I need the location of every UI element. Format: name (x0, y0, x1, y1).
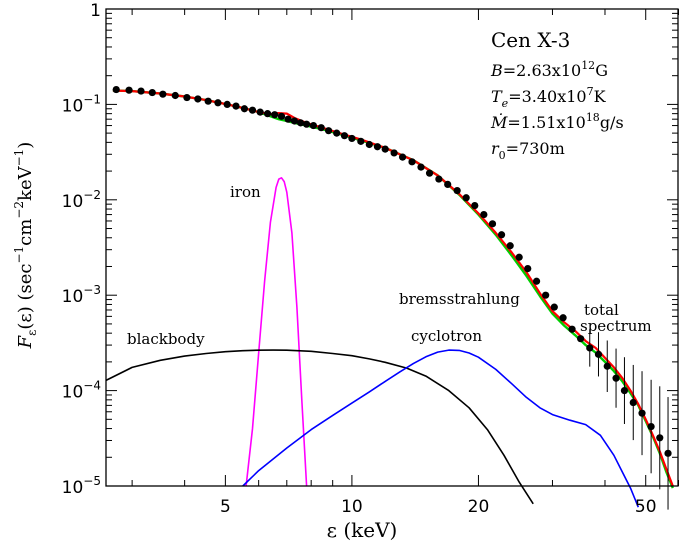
data-point (194, 95, 202, 103)
x-tick-label: 10 (341, 497, 363, 517)
y-tick-label: 10−2 (62, 188, 101, 212)
y-tick-label: 10−5 (62, 474, 101, 498)
data-point (594, 350, 603, 358)
data-point (408, 158, 416, 166)
data-point (271, 111, 279, 119)
data-point (586, 344, 594, 352)
data-point (263, 110, 272, 118)
data-point (232, 102, 240, 110)
param-te: Te=3.40x107K (491, 85, 607, 110)
data-point (183, 93, 191, 102)
y-tick-label: 1 (90, 1, 101, 21)
data-point (302, 120, 311, 128)
data-point (524, 265, 532, 273)
data-points (112, 85, 672, 510)
y-axis-label: Fε(ε) (sec−1cm−2keV−1) (12, 142, 39, 350)
data-point (559, 314, 567, 322)
data-point (453, 186, 461, 195)
data-point (357, 137, 365, 145)
y-tick-label: 10−4 (62, 379, 101, 403)
data-point (629, 398, 637, 407)
data-point (488, 220, 497, 228)
x-axis-label: ε (keV) (327, 518, 398, 542)
data-point (425, 169, 434, 177)
data-point (365, 140, 373, 149)
data-point (497, 231, 506, 239)
data-point (240, 105, 249, 113)
data-point (277, 112, 286, 120)
data-point (256, 108, 264, 116)
label-bremsstrahlung: bremsstrahlung (399, 290, 520, 308)
data-point (620, 387, 629, 395)
data-point (444, 180, 452, 189)
data-point (612, 374, 620, 382)
data-point (340, 132, 349, 140)
data-point (309, 121, 318, 130)
data-point (214, 99, 222, 107)
data-point (125, 86, 133, 94)
data-point (647, 422, 655, 431)
x-tick-label: 50 (635, 497, 657, 517)
data-point (290, 117, 299, 125)
data-point (550, 303, 558, 311)
label-iron: iron (230, 183, 261, 201)
label-cyclotron: cyclotron (411, 327, 482, 345)
data-point (638, 409, 646, 417)
data-point (471, 201, 479, 210)
y-tick-label: 10−3 (62, 283, 101, 307)
data-point (664, 449, 672, 457)
data-point (417, 163, 425, 171)
param-r0: r0=730m (491, 139, 565, 162)
data-point (542, 291, 550, 299)
data-point (137, 87, 145, 95)
data-point (390, 149, 398, 157)
data-point (381, 145, 389, 153)
plot-frame (105, 8, 679, 487)
data-point (317, 124, 325, 132)
data-point (348, 134, 356, 143)
param-b: B=2.63x1012G (490, 59, 608, 80)
curves (105, 89, 674, 508)
data-point (112, 85, 120, 94)
data-point (462, 194, 470, 202)
data-point (515, 253, 523, 261)
data-point (398, 153, 407, 161)
data-point (297, 119, 305, 127)
data-point (148, 88, 156, 97)
data-point (204, 97, 212, 105)
y-tick-label: 10−1 (62, 92, 101, 116)
data-point (532, 277, 541, 285)
data-point (577, 335, 585, 343)
x-tick-label: 20 (468, 497, 490, 517)
data-point (248, 106, 257, 114)
data-point (159, 90, 167, 98)
series-cyclotron-line (242, 349, 640, 508)
data-point (506, 242, 514, 250)
label-spectrum: spectrum (580, 317, 652, 335)
data-point (568, 325, 576, 333)
data-point (223, 100, 231, 108)
chart-title: Cen X-3 (491, 28, 570, 52)
tick-labels: 5 10 20 50 10−5 10−4 10−3 10−2 10−1 1 (62, 1, 657, 517)
param-mdot: Ṁ=1.51x1018g/s (490, 111, 624, 132)
data-point (324, 127, 333, 135)
data-point (435, 175, 443, 183)
data-point (603, 362, 611, 370)
label-total: total (584, 301, 619, 319)
data-point (656, 434, 664, 442)
series-blackbody-line (105, 349, 534, 505)
data-point (284, 115, 292, 123)
data-point (480, 210, 488, 219)
axis-ticks (106, 8, 679, 487)
data-point (171, 91, 179, 100)
data-point (373, 143, 382, 151)
label-blackbody: blackbody (127, 330, 205, 348)
x-tick-label: 5 (220, 497, 231, 517)
series-iron-line (245, 177, 308, 487)
data-point (333, 129, 341, 137)
